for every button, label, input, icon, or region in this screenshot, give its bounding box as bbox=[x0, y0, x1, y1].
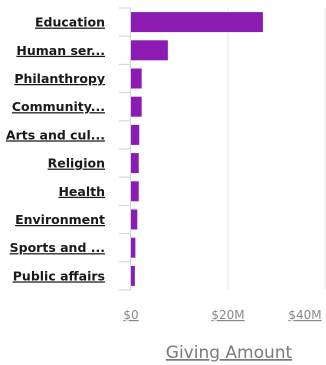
category-label[interactable]: Public affairs bbox=[13, 268, 105, 283]
category-label[interactable]: Arts and cul... bbox=[6, 127, 105, 142]
category-label[interactable]: Education bbox=[35, 15, 105, 30]
x-tick-label: $20M bbox=[211, 308, 244, 322]
bar[interactable] bbox=[131, 40, 168, 61]
category-label[interactable]: Human ser... bbox=[16, 43, 105, 58]
bar[interactable] bbox=[131, 209, 138, 230]
y-axis bbox=[119, 7, 131, 291]
category-labels: Education Human ser... Philanthropy Communi… bbox=[6, 15, 105, 284]
bar[interactable] bbox=[131, 237, 136, 258]
bar[interactable] bbox=[131, 265, 135, 286]
category-label[interactable]: Health bbox=[58, 184, 105, 199]
bar[interactable] bbox=[131, 12, 263, 33]
bars bbox=[131, 12, 263, 286]
bar[interactable] bbox=[131, 153, 139, 174]
bar[interactable] bbox=[131, 96, 142, 117]
x-tick-label: $40M bbox=[288, 308, 321, 322]
category-label[interactable]: Philanthropy bbox=[14, 71, 105, 86]
gridlines bbox=[227, 8, 326, 290]
category-label[interactable]: Religion bbox=[48, 156, 105, 171]
x-tick-label: $0 bbox=[123, 308, 138, 322]
category-label[interactable]: Sports and ... bbox=[10, 240, 105, 255]
bar[interactable] bbox=[131, 181, 139, 202]
x-tick-labels: $0 $20M $40M bbox=[123, 308, 321, 322]
bar[interactable] bbox=[131, 124, 140, 145]
x-axis-title: Giving Amount bbox=[166, 343, 293, 363]
category-label[interactable]: Environment bbox=[15, 212, 105, 227]
bar[interactable] bbox=[131, 68, 142, 89]
category-label[interactable]: Community... bbox=[12, 99, 105, 114]
